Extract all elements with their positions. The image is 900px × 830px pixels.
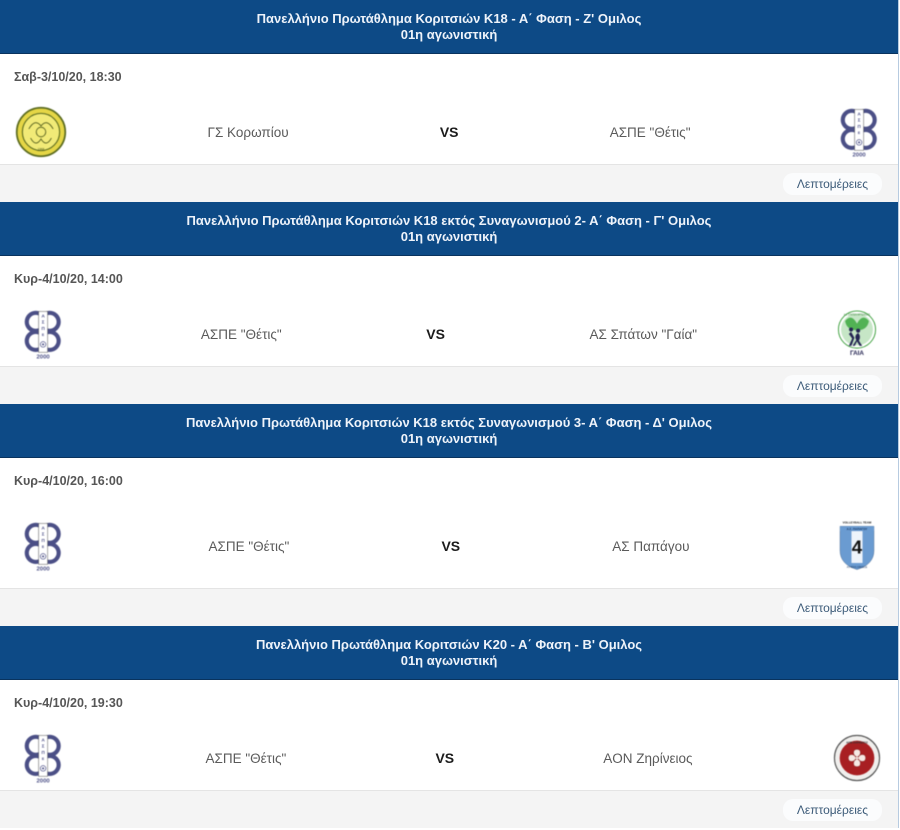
svg-text:2000: 2000 <box>853 153 867 158</box>
svg-text:Π: Π <box>41 538 44 543</box>
svg-text:ΑΟΝ ΖΗΡΙΝΕΙΟΣ: ΑΟΝ ΖΗΡΙΝΕΙΟΣ <box>846 741 868 745</box>
svg-text:Π: Π <box>857 124 860 129</box>
svg-text:2000: 2000 <box>37 779 51 784</box>
svg-text:Α.Σ. ΠΑΠΑΓΟΥ: Α.Σ. ΠΑΠΑΓΟΥ <box>847 527 868 531</box>
svg-text:2000: 2000 <box>37 355 51 360</box>
svg-text:Π: Π <box>41 326 44 331</box>
svg-text:Σ: Σ <box>858 118 861 123</box>
svg-text:2000: 2000 <box>37 567 51 572</box>
svg-text:Σ: Σ <box>42 744 45 749</box>
svg-text:4: 4 <box>852 536 863 557</box>
svg-text:Π: Π <box>41 750 44 755</box>
svg-text:Σ: Σ <box>42 532 45 537</box>
svg-text:1968: 1968 <box>38 147 45 151</box>
svg-text:Σ: Σ <box>42 320 45 325</box>
svg-text:ATHENS GREECE: ATHENS GREECE <box>847 566 868 569</box>
svg-text:ΓΑΙΑ: ΓΑΙΑ <box>850 350 864 357</box>
svg-text:VOLLEYBALL TEAM: VOLLEYBALL TEAM <box>843 520 872 524</box>
